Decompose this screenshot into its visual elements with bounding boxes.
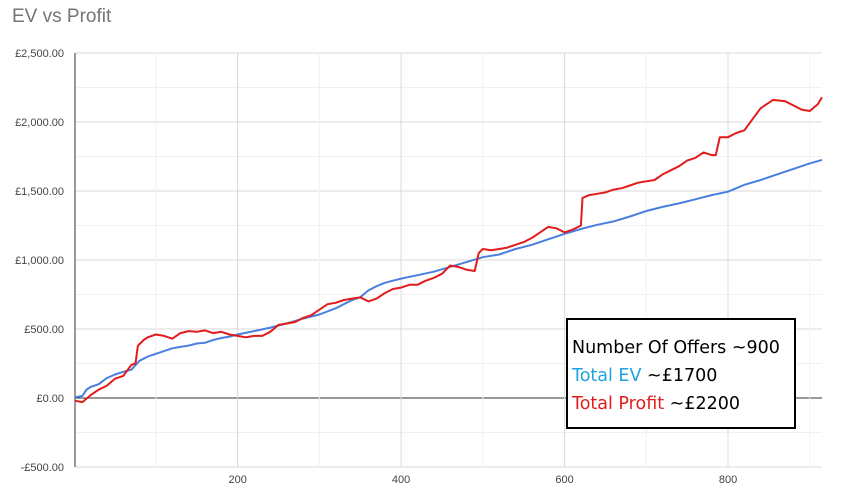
x-tick-label: 400 bbox=[392, 474, 410, 486]
annotation-total-profit-value: ~£2200 bbox=[669, 394, 741, 414]
x-tick-label: 600 bbox=[555, 474, 573, 486]
y-tick-label: £1,000.00 bbox=[15, 255, 64, 267]
x-tick-label: 200 bbox=[228, 474, 246, 486]
y-tick-label: £1,500.00 bbox=[15, 186, 64, 198]
annotation-total-profit-label: Total Profit bbox=[572, 394, 665, 414]
annotation-box: Number Of Offers ~900 Total EV ~£1700 To… bbox=[566, 318, 796, 429]
annotation-total-ev-label: Total EV bbox=[572, 366, 642, 386]
x-tick-label: 800 bbox=[719, 474, 737, 486]
series-line-ev bbox=[74, 158, 823, 399]
annotation-total-ev: Total EV ~£1700 bbox=[572, 362, 794, 390]
y-tick-label: £2,000.00 bbox=[15, 117, 64, 129]
annotation-total-profit: Total Profit ~£2200 bbox=[572, 390, 794, 418]
series-line-profit bbox=[74, 96, 823, 404]
annotation-total-ev-value: ~£1700 bbox=[647, 366, 718, 386]
tick-labels: -£500.00 £0.00 £500.00 £1,000.00 £1,500.00 £2… bbox=[15, 48, 737, 486]
series-lines bbox=[74, 96, 823, 404]
y-tick-label: £2,500.00 bbox=[15, 48, 64, 60]
y-tick-label: £500.00 bbox=[24, 324, 64, 336]
y-tick-label: -£500.00 bbox=[21, 462, 64, 474]
annotation-offers: Number Of Offers ~900 bbox=[572, 338, 780, 358]
y-tick-label: £0.00 bbox=[36, 393, 64, 405]
chart-title: EV vs Profit bbox=[12, 6, 112, 27]
grid bbox=[74, 52, 822, 468]
